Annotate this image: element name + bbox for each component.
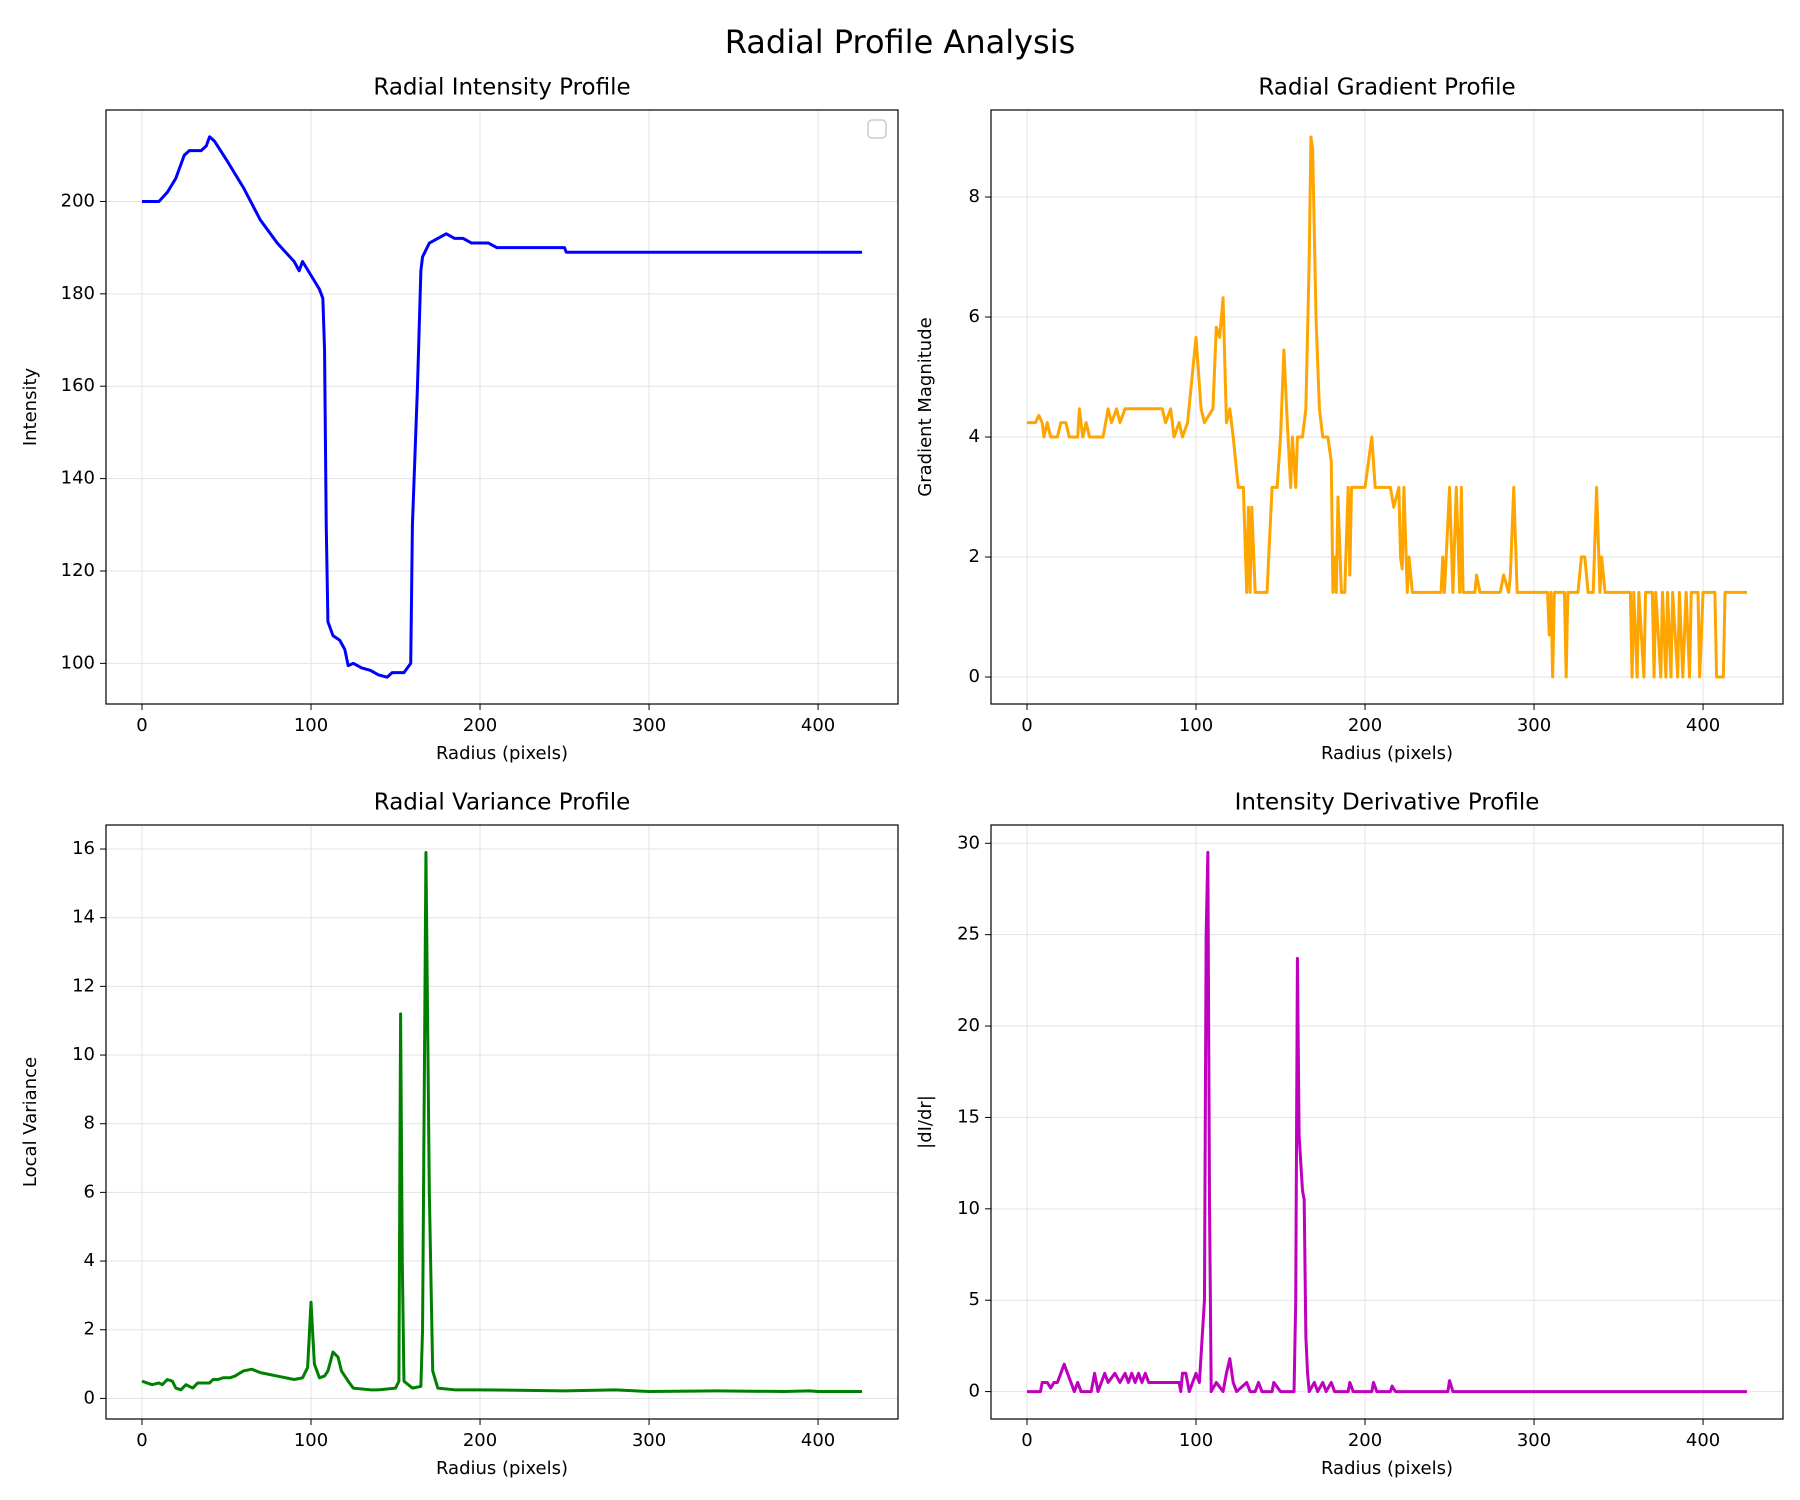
- x-tick-label: 200: [463, 715, 497, 736]
- y-axis-label: Local Variance: [20, 1057, 41, 1187]
- y-tick-label: 6: [969, 306, 980, 327]
- y-tick-label: 160: [61, 375, 95, 396]
- y-tick-label: 8: [84, 1113, 95, 1134]
- axes-frame: [990, 109, 1784, 705]
- y-tick-label: 5: [969, 1289, 980, 1310]
- axes-frame: [105, 109, 899, 705]
- x-tick-label: 200: [1348, 715, 1382, 736]
- y-tick-label: 180: [61, 283, 95, 304]
- chart-title: Radial Variance Profile: [374, 790, 631, 816]
- y-tick-label: 4: [969, 426, 980, 447]
- y-tick-label: 14: [72, 907, 95, 928]
- y-tick-label: 20: [957, 1015, 980, 1036]
- legend: [867, 119, 887, 139]
- chart-title: Intensity Derivative Profile: [1235, 790, 1540, 816]
- x-tick-label: 100: [1179, 715, 1213, 736]
- axes-frame: [105, 824, 899, 1420]
- x-tick-label: 300: [1517, 1430, 1551, 1451]
- x-tick-label: 300: [632, 1430, 666, 1451]
- axes-frame: [990, 824, 1784, 1420]
- data-line: [142, 135, 862, 679]
- x-tick-label: 200: [463, 1430, 497, 1451]
- x-tick-label: 400: [801, 1430, 835, 1451]
- x-axis-label: Radius (pixels): [1321, 1458, 1453, 1479]
- y-axis-label: Gradient Magnitude: [915, 317, 936, 496]
- y-tick-label: 12: [72, 975, 95, 996]
- y-tick-label: 8: [969, 186, 980, 207]
- x-tick-label: 300: [632, 715, 666, 736]
- x-tick-label: 0: [1021, 1430, 1032, 1451]
- x-tick-label: 400: [1686, 1430, 1720, 1451]
- x-tick-label: 0: [136, 715, 147, 736]
- x-tick-label: 0: [136, 1430, 147, 1451]
- data-line: [141, 850, 862, 1394]
- y-tick-label: 10: [957, 1198, 980, 1219]
- y-tick-label: 120: [61, 560, 95, 581]
- y-tick-label: 0: [84, 1387, 95, 1408]
- x-axis-label: Radius (pixels): [436, 1458, 568, 1479]
- y-tick-label: 0: [969, 666, 980, 687]
- y-tick-label: 15: [957, 1106, 980, 1127]
- y-tick-label: 10: [72, 1044, 95, 1065]
- figure-title: Radial Profile Analysis: [725, 23, 1076, 61]
- y-tick-label: 2: [969, 546, 980, 567]
- x-axis-label: Radius (pixels): [1321, 743, 1453, 764]
- x-tick-label: 400: [801, 715, 835, 736]
- x-tick-label: 100: [1179, 1430, 1213, 1451]
- data-line: [1027, 850, 1747, 1394]
- x-tick-label: 100: [294, 715, 328, 736]
- x-tick-label: 0: [1021, 715, 1032, 736]
- y-tick-label: 2: [84, 1319, 95, 1340]
- y-tick-label: 6: [84, 1181, 95, 1202]
- y-axis-label: |dI/dr|: [915, 1095, 936, 1149]
- y-tick-label: 140: [61, 468, 95, 489]
- y-tick-label: 200: [61, 190, 95, 211]
- x-tick-label: 200: [1348, 1430, 1382, 1451]
- chart-title: Radial Intensity Profile: [373, 75, 630, 101]
- x-axis-label: Radius (pixels): [436, 743, 568, 764]
- y-tick-label: 100: [61, 652, 95, 673]
- x-tick-label: 100: [294, 1430, 328, 1451]
- y-tick-label: 16: [72, 838, 95, 859]
- y-tick-label: 0: [969, 1381, 980, 1402]
- y-tick-label: 4: [84, 1250, 95, 1271]
- y-tick-label: 25: [957, 924, 980, 945]
- x-tick-label: 300: [1517, 715, 1551, 736]
- x-tick-label: 400: [1686, 715, 1720, 736]
- y-axis-label: Intensity: [20, 367, 41, 446]
- y-tick-label: 30: [957, 832, 980, 853]
- chart-title: Radial Gradient Profile: [1258, 75, 1515, 101]
- data-line: [1027, 135, 1747, 679]
